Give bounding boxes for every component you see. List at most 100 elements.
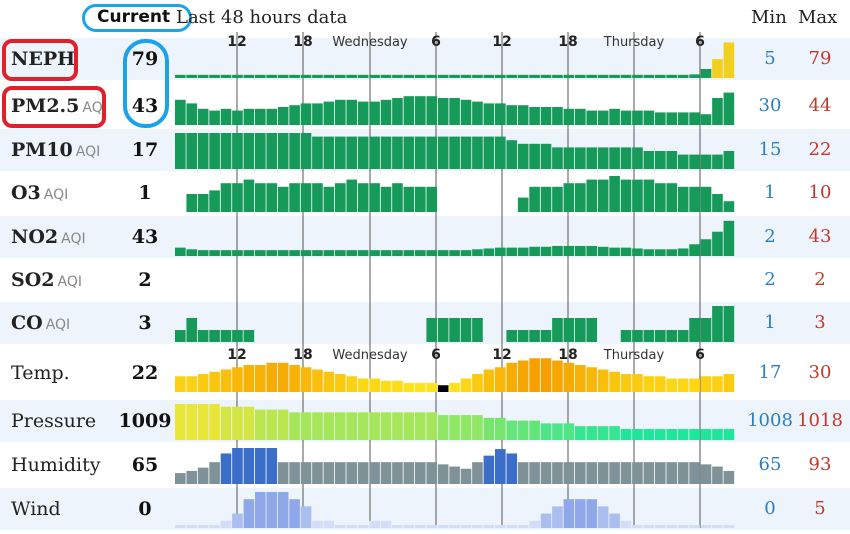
bar-pressure: [312, 412, 323, 440]
bar-pressure: [677, 428, 689, 440]
bar-pm10: [346, 136, 358, 169]
bar-wind: [712, 525, 723, 528]
bar-wind: [300, 506, 312, 528]
bar-no2: [666, 249, 678, 256]
time-axis-label-top: 18: [293, 34, 312, 50]
row-pm25: PM2.5 AQI 43 30 44: [0, 85, 850, 127]
bar-pressure: [232, 406, 243, 440]
bar-pressure: [666, 428, 678, 440]
bar-pressure: [266, 409, 278, 440]
bar-neph: [266, 74, 278, 78]
row-unit: AQI: [75, 144, 101, 160]
row-label-humidity: Humidity: [11, 454, 101, 476]
max-value-so2: 2: [814, 269, 826, 290]
bar-co: [449, 318, 460, 342]
bar-wind: [197, 525, 209, 528]
bar-humidity: [300, 462, 312, 484]
bar-neph: [312, 74, 323, 78]
bar-wind: [186, 525, 198, 528]
bar-pm25: [460, 99, 472, 125]
bar-temp: [620, 374, 632, 392]
bar-temp: [540, 358, 552, 392]
time-axis-label-mid: Wednesday: [332, 348, 408, 363]
row-temp: Temp. 22 17 30: [0, 352, 850, 394]
bar-neph: [335, 74, 346, 78]
bar-pm10: [643, 151, 655, 169]
bar-pm25: [232, 110, 243, 125]
bar-pm10: [437, 136, 449, 169]
bar-neph: [483, 74, 495, 78]
bar-no2: [197, 250, 209, 256]
bar-pm10: [609, 147, 620, 169]
bar-pressure: [563, 423, 575, 440]
bar-pm25: [415, 96, 426, 125]
bar-wind: [495, 525, 506, 528]
row-label-text: Wind: [11, 498, 61, 520]
bar-o3: [197, 194, 209, 212]
bar-co: [643, 330, 655, 342]
bar-co: [529, 330, 540, 342]
bar-humidity: [483, 455, 495, 484]
bar-no2: [369, 250, 380, 256]
bar-pm10: [552, 147, 563, 169]
bar-temp: [449, 383, 460, 392]
bar-no2: [655, 249, 666, 256]
bar-wind: [517, 525, 529, 528]
bar-pm25: [666, 112, 678, 125]
bar-humidity: [540, 462, 552, 484]
bar-temp: [232, 367, 243, 392]
bar-pressure: [723, 428, 735, 440]
bar-co: [712, 306, 723, 342]
bar-temp: [323, 371, 335, 392]
bar-humidity: [232, 448, 243, 484]
bar-temp: [483, 369, 495, 392]
row-label-wind: Wind: [11, 498, 61, 520]
time-axis-label-top: Thursday: [603, 35, 665, 50]
bar-pressure: [495, 417, 506, 440]
bar-pressure: [712, 428, 723, 440]
bar-pm10: [266, 133, 278, 169]
bar-pm25: [369, 101, 380, 125]
bar-temp: [175, 376, 186, 392]
time-axis-label-mid: 6: [695, 347, 705, 363]
bar-o3: [277, 186, 289, 212]
current-value-temp: 22: [131, 362, 159, 384]
row-humidity: Humidity 65 65 93: [0, 444, 850, 486]
bar-no2: [677, 248, 689, 256]
bar-wind: [529, 520, 540, 528]
bar-co: [243, 330, 255, 342]
bar-temp: [677, 378, 689, 392]
bar-neph: [277, 74, 289, 78]
bar-co: [586, 318, 598, 342]
bar-temp: [563, 362, 575, 392]
row-label-co: CO AQI: [11, 312, 70, 334]
bar-wind: [540, 513, 552, 528]
bar-no2: [312, 250, 323, 256]
bar-wind: [689, 525, 700, 528]
bar-humidity: [243, 448, 255, 484]
bar-o3: [632, 179, 643, 212]
bar-humidity: [426, 462, 438, 484]
bar-no2: [495, 247, 506, 256]
current-values-highlight: [123, 39, 169, 128]
bar-pm25: [575, 108, 586, 125]
bar-neph: [369, 74, 380, 78]
chart-title: Last 48 hours data: [176, 7, 348, 28]
bar-pressure: [449, 415, 460, 440]
bar-humidity: [357, 462, 369, 484]
time-axis-label-top: 12: [227, 34, 246, 50]
bar-humidity: [517, 462, 529, 484]
bar-temp: [312, 369, 323, 392]
bar-pm10: [460, 136, 472, 169]
bar-no2: [323, 250, 335, 256]
bar-neph: [563, 74, 575, 78]
bar-pm10: [506, 140, 518, 169]
bar-wind: [346, 525, 358, 528]
bar-temp: [392, 380, 403, 392]
bar-humidity: [529, 462, 540, 484]
bar-o3: [289, 183, 300, 212]
bar-wind: [426, 525, 438, 528]
bar-wind: [175, 525, 186, 528]
bar-pm10: [449, 136, 460, 169]
